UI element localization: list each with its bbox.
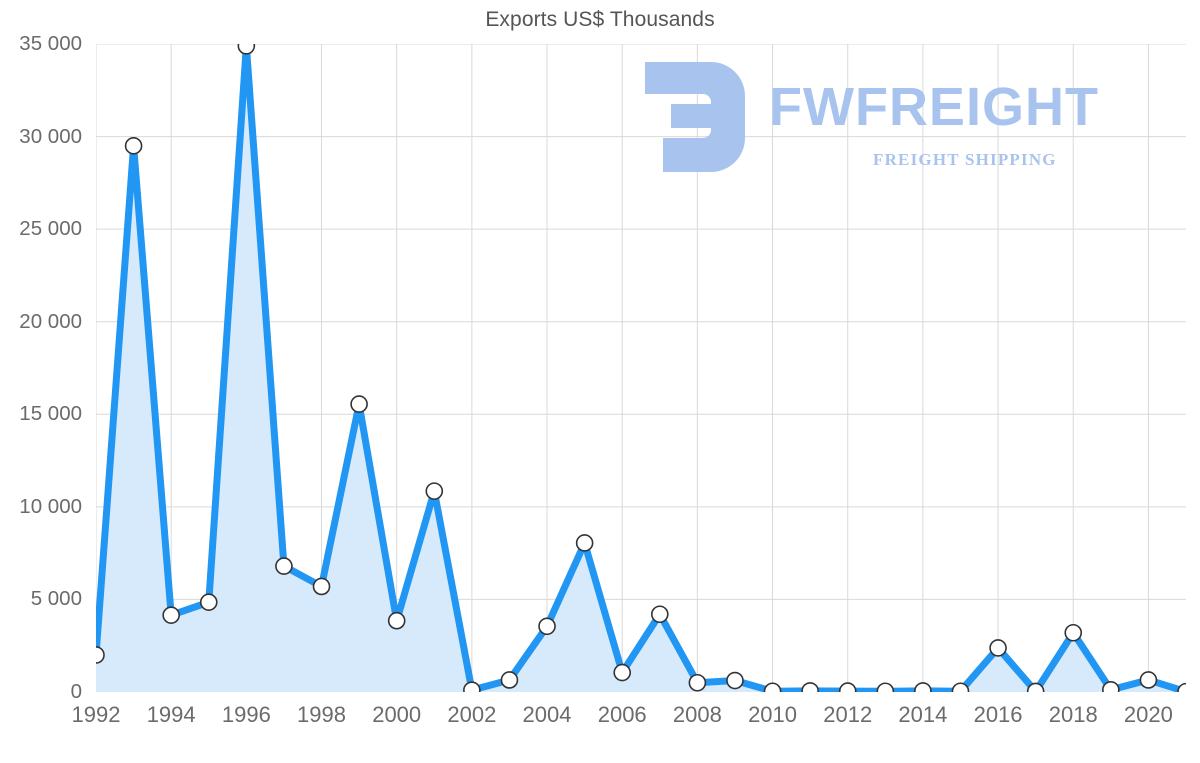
x-axis-tick-label: 2016 [973,702,1023,727]
x-axis-tick-label: 1996 [221,702,271,727]
data-point-marker[interactable] [276,558,292,574]
chart-title: Exports US$ Thousands [485,8,715,31]
data-point-marker[interactable] [1028,683,1044,692]
y-axis-tick-label: 20 000 [19,309,82,333]
y-axis-tick-label: 0 [70,680,82,703]
x-axis-tick-label: 2010 [748,702,798,727]
y-axis-tick-label: 35 000 [19,32,82,55]
data-point-marker[interactable] [501,672,517,688]
data-point-marker[interactable] [689,675,705,691]
data-point-marker[interactable] [539,618,555,634]
y-axis-tick-label: 25 000 [19,217,82,241]
data-point-marker[interactable] [351,396,367,412]
x-axis-tick-label: 2004 [522,702,572,727]
data-point-marker[interactable] [577,535,593,551]
data-point-marker[interactable] [652,606,668,622]
y-axis-tick-label: 30 000 [19,124,82,148]
data-point-marker[interactable] [1103,682,1119,692]
data-point-marker[interactable] [1065,625,1081,641]
x-axis-tick-label: 2020 [1123,702,1173,727]
data-point-marker[interactable] [1140,672,1156,688]
x-axis-tick-label: 2014 [898,702,948,727]
data-point-marker[interactable] [96,647,104,663]
y-axis-tick-label: 15 000 [19,402,82,426]
data-point-marker[interactable] [201,594,217,610]
data-point-marker[interactable] [1178,684,1186,692]
y-axis-tick-label: 5 000 [30,587,82,611]
data-point-marker[interactable] [238,44,254,54]
data-point-marker[interactable] [314,578,330,594]
x-axis-tick-label: 2000 [372,702,422,727]
x-axis-tick-label: 2012 [823,702,873,727]
y-axis-tick-label: 10 000 [19,494,82,518]
x-axis-tick-label: 2018 [1048,702,1098,727]
x-axis-tick-label: 1998 [297,702,346,727]
data-point-marker[interactable] [990,640,1006,656]
x-axis-tick-label: 2006 [597,702,647,727]
plot-area: FWFREIGHT FREIGHT SHIPPING [96,44,1186,692]
data-point-marker[interactable] [727,673,743,689]
data-point-marker[interactable] [952,683,968,692]
data-series-layer [96,44,1186,692]
x-axis-tick-label: 1994 [146,702,196,727]
data-point-marker[interactable] [765,683,781,692]
data-point-marker[interactable] [126,138,142,154]
data-point-marker[interactable] [614,665,630,681]
x-axis-tick-label: 2008 [672,702,722,727]
data-point-marker[interactable] [802,683,818,692]
data-point-marker[interactable] [464,682,480,692]
data-point-marker[interactable] [426,483,442,499]
data-point-marker[interactable] [389,613,405,629]
data-point-marker[interactable] [877,683,893,692]
data-point-marker[interactable] [915,683,931,692]
x-axis-tick-label: 1992 [71,702,121,727]
x-axis-tick-label: 2002 [447,702,497,727]
data-point-marker[interactable] [840,683,856,692]
data-point-marker[interactable] [163,607,179,623]
